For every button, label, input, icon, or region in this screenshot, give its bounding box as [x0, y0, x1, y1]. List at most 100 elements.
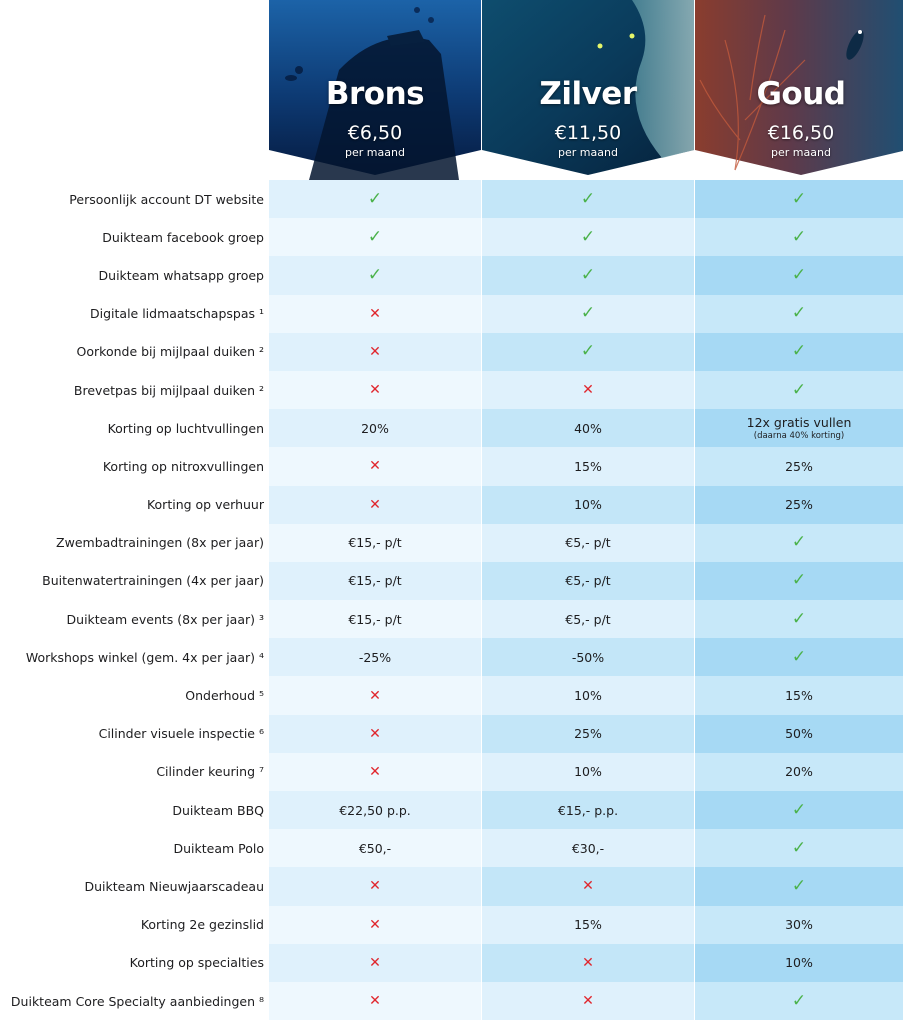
cross-icon: ✕	[369, 954, 381, 971]
cross-icon: ✕	[369, 305, 381, 322]
cell-brons: 20%	[269, 409, 481, 448]
cell-brons: ✕	[269, 867, 481, 906]
cell-brons: ✕	[269, 332, 481, 371]
check-icon: ✓	[791, 532, 807, 553]
cell-goud: ✓	[695, 294, 903, 333]
cell-goud: ✓	[695, 829, 903, 868]
table-row: Korting op verhuur ✕ 10% 25%	[0, 485, 903, 524]
plan-price: €6,50	[347, 122, 403, 144]
check-icon: ✓	[791, 837, 807, 858]
table-row: Korting 2e gezinslid ✕ 15% 30%	[0, 905, 903, 944]
cell-value: 30%	[785, 917, 813, 933]
cell-zilver: ✕	[482, 981, 694, 1021]
check-icon: ✓	[580, 188, 596, 209]
table-row: Cilinder keuring ⁷ ✕ 10% 20%	[0, 752, 903, 791]
cell-goud: ✓	[695, 180, 903, 219]
cell-zilver: ✓	[482, 180, 694, 219]
feature-label: Duikteam Core Specialty aanbiedingen ⁸	[10, 993, 264, 1009]
cell-value: 20%	[361, 420, 389, 436]
cell-value: €15,- p.p.	[557, 802, 619, 818]
cell-brons: ✕	[269, 447, 481, 486]
cell-zilver: ✓	[482, 332, 694, 371]
comparison-table: Persoonlijk account DT website ✓ ✓ ✓ Duiktea…	[0, 180, 903, 1021]
cell-value: 40%	[574, 420, 602, 436]
plan-name: Brons	[325, 76, 425, 112]
cross-icon: ✕	[582, 382, 594, 399]
table-row: Korting op specialties ✕ ✕ 10%	[0, 943, 903, 982]
check-icon: ✓	[580, 226, 596, 247]
cell-value: 12x gratis vullen	[746, 415, 852, 431]
feature-label: Duikteam Nieuwjaarscadeau	[84, 878, 264, 894]
cell-zilver: 10%	[482, 752, 694, 791]
cell-goud: ✓	[695, 523, 903, 562]
cell-goud: 25%	[695, 485, 903, 524]
cell-goud: ✓	[695, 332, 903, 371]
plans-header: Brons €6,50 per maand Zilver €11,5	[0, 0, 903, 180]
cross-icon: ✕	[369, 916, 381, 933]
cell-goud: ✓	[695, 791, 903, 830]
table-row: Duikteam Polo €50,- €30,- ✓	[0, 829, 903, 868]
cell-zilver: €5,- p/t	[482, 561, 694, 601]
plan-period: per maand	[558, 146, 618, 159]
feature-label: Duikteam Polo	[173, 840, 264, 856]
cell-value: 25%	[574, 726, 602, 742]
cell-brons: ✕	[269, 676, 481, 715]
table-row: Cilinder visuele inspectie ⁶ ✕ 25% 50%	[0, 714, 903, 753]
cell-value: €22,50 p.p.	[339, 802, 411, 818]
cell-subvalue: (daarna 40% korting)	[753, 431, 845, 442]
feature-label: Korting op nitroxvullingen	[102, 458, 264, 474]
cell-value: 10%	[574, 497, 602, 513]
cell-goud: ✓	[695, 370, 903, 410]
cell-value: 15%	[574, 917, 602, 933]
cell-value: €15,- p/t	[348, 535, 402, 551]
feature-label: Workshops winkel (gem. 4x per jaar) ⁴	[25, 649, 264, 665]
feature-label: Korting op luchtvullingen	[107, 420, 264, 436]
check-icon: ✓	[367, 226, 383, 247]
cell-brons: ✓	[269, 256, 481, 295]
cell-goud: 12x gratis vullen (daarna 40% korting)	[695, 409, 903, 448]
cell-goud: ✓	[695, 981, 903, 1021]
cell-zilver: ✕	[482, 943, 694, 982]
cell-value: €50,-	[358, 840, 392, 856]
check-icon: ✓	[580, 341, 596, 362]
shipwreck-photo	[269, 0, 481, 180]
feature-label: Oorkonde bij mijlpaal duiken ²	[76, 344, 264, 360]
cell-zilver: 15%	[482, 447, 694, 486]
check-icon: ✓	[791, 990, 807, 1011]
plan-name: Goud	[756, 76, 846, 112]
feature-label: Zwembadtrainingen (8x per jaar)	[56, 535, 264, 551]
cell-value: -25%	[358, 649, 392, 665]
cell-zilver: ✕	[482, 370, 694, 410]
cell-goud: 15%	[695, 676, 903, 715]
table-row: Korting op nitroxvullingen ✕ 15% 25%	[0, 447, 903, 486]
coral-photo	[695, 0, 903, 175]
cell-goud: 25%	[695, 447, 903, 486]
plan-price: €16,50	[767, 122, 835, 144]
plan-header-zilver: Zilver €11,50 per maand	[482, 0, 694, 180]
cell-goud: ✓	[695, 867, 903, 906]
cross-icon: ✕	[582, 878, 594, 895]
cross-icon: ✕	[369, 763, 381, 780]
cell-brons: ✕	[269, 905, 481, 944]
plan-period: per maand	[345, 146, 405, 159]
cell-brons: €22,50 p.p.	[269, 791, 481, 830]
cell-goud: ✓	[695, 638, 903, 677]
cross-icon: ✕	[369, 382, 381, 399]
check-icon: ✓	[791, 379, 807, 400]
cross-icon: ✕	[369, 725, 381, 742]
table-row: Duikteam Core Specialty aanbiedingen ⁸ ✕ ✕…	[0, 981, 903, 1021]
table-row: Duikteam events (8x per jaar) ³ €15,- p/t…	[0, 600, 903, 639]
cell-zilver: 15%	[482, 905, 694, 944]
table-row: Duikteam BBQ €22,50 p.p. €15,- p.p. ✓	[0, 791, 903, 830]
check-icon: ✓	[580, 303, 596, 324]
cross-icon: ✕	[369, 878, 381, 895]
cell-goud: ✓	[695, 600, 903, 639]
check-icon: ✓	[791, 226, 807, 247]
cell-goud: 50%	[695, 714, 903, 753]
cell-zilver: 40%	[482, 409, 694, 448]
cross-icon: ✕	[582, 954, 594, 971]
cross-icon: ✕	[582, 993, 594, 1010]
cell-value: 25%	[785, 497, 813, 513]
cell-brons: €50,-	[269, 829, 481, 868]
check-icon: ✓	[791, 570, 807, 591]
